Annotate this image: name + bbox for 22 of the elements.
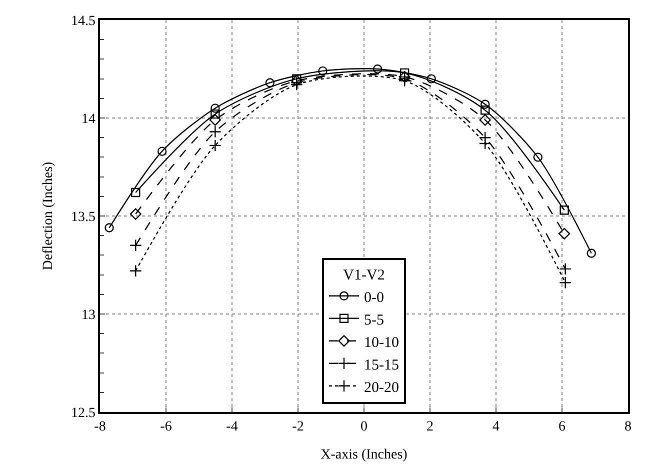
- x-tick-label: 6: [558, 420, 566, 435]
- legend-title: V1-V2: [343, 268, 385, 284]
- y-tick-label: 12.5: [70, 406, 96, 421]
- y-axis-title: Deflection (Inches): [41, 161, 56, 270]
- legend-label: 20-20: [364, 380, 399, 396]
- x-axis-title: X-axis (Inches): [320, 447, 408, 462]
- y-tick-label: 13: [81, 308, 96, 323]
- x-tick-label: -6: [160, 420, 172, 435]
- y-tick-label: 14: [81, 112, 96, 127]
- x-tick-label: -2: [292, 420, 304, 435]
- y-tick-label: 13.5: [70, 210, 96, 225]
- x-tick-label: 8: [624, 420, 632, 435]
- x-tick-label: 0: [360, 420, 368, 435]
- x-tick-label: 4: [492, 420, 500, 435]
- x-tick-label: 2: [426, 420, 434, 435]
- legend-label: 10-10: [364, 334, 399, 351]
- legend-label: 0-0: [364, 290, 384, 306]
- y-tick-label: 14.5: [70, 14, 96, 29]
- legend-label: 5-5: [364, 312, 384, 328]
- x-tick-label: -8: [94, 420, 106, 435]
- legend-label: 15-15: [364, 357, 399, 374]
- x-tick-label: -4: [226, 420, 238, 435]
